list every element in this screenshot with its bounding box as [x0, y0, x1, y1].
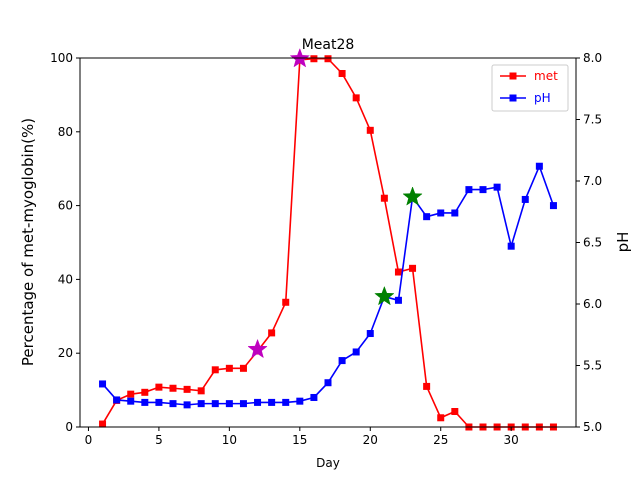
y-left-tick-label: 80: [58, 125, 73, 139]
data-point-ph: [155, 398, 163, 406]
data-point-met: [423, 382, 431, 390]
x-tick-label: 20: [363, 433, 378, 447]
data-point-ph: [465, 186, 473, 194]
x-tick-label: 10: [222, 433, 237, 447]
data-point-met: [99, 420, 107, 428]
x-tick-label: 25: [433, 433, 448, 447]
y-left-tick-label: 100: [50, 51, 73, 65]
data-point-ph: [493, 183, 501, 191]
data-point-ph: [451, 209, 459, 217]
x-tick-label: 15: [292, 433, 307, 447]
data-point-met: [268, 329, 276, 337]
data-point-met: [155, 383, 163, 391]
y-left-tick-label: 40: [58, 272, 73, 286]
legend-label: pH: [534, 91, 551, 105]
y-left-tick-label: 0: [65, 420, 73, 434]
data-point-ph: [394, 296, 402, 304]
data-point-ph: [282, 398, 290, 406]
data-point-met: [437, 414, 445, 422]
data-point-ph: [268, 398, 276, 406]
data-point-met: [451, 408, 459, 416]
data-point-met: [141, 388, 149, 396]
data-point-ph: [437, 209, 445, 217]
data-point-ph: [211, 400, 219, 408]
data-point-met: [183, 385, 191, 393]
data-point-ph: [479, 186, 487, 194]
data-point-met: [352, 94, 360, 102]
chart-title: Meat28: [302, 37, 355, 53]
data-point-ph: [183, 401, 191, 409]
y-right-tick-label: 6.0: [583, 297, 602, 311]
data-point-met: [211, 366, 219, 374]
data-point-ph: [99, 380, 107, 388]
data-point-met: [380, 194, 388, 202]
data-point-met: [324, 55, 332, 63]
x-tick-label: 30: [504, 433, 519, 447]
data-point-ph: [535, 162, 543, 170]
data-point-met: [409, 264, 417, 272]
data-point-ph: [521, 195, 529, 203]
y-right-tick-label: 6.5: [583, 236, 602, 250]
legend-label: met: [534, 69, 558, 83]
data-point-met: [282, 298, 290, 306]
star-marker: [402, 186, 423, 206]
axes-layer: 0 5 10 15 20 25 30 0 20 40 60 80 100 5.0 5.5 6.0 6.5 7.0 7…: [50, 51, 602, 447]
data-point-ph: [352, 348, 360, 356]
data-point-met: [239, 364, 247, 372]
data-point-ph: [549, 202, 557, 210]
data-point-ph: [127, 397, 135, 405]
data-point-met: [394, 268, 402, 276]
x-tick-label: 5: [155, 433, 163, 447]
legend-marker: [509, 72, 517, 80]
legend-item-ph: pH: [500, 91, 551, 105]
y-axis-right-label: pH: [614, 232, 632, 253]
data-point-ph: [296, 397, 304, 405]
legend-item-met: met: [500, 69, 558, 83]
data-point-ph: [225, 400, 233, 408]
data-point-met: [225, 364, 233, 372]
y-left-tick-label: 20: [58, 346, 73, 360]
y-right-tick-label: 7.5: [583, 113, 602, 127]
data-point-ph: [338, 357, 346, 365]
data-point-met: [338, 69, 346, 77]
data-point-met: [310, 55, 318, 63]
legend-marker: [509, 94, 517, 102]
data-point-ph: [141, 398, 149, 406]
data-point-ph: [239, 400, 247, 408]
data-point-ph: [423, 213, 431, 221]
data-point-met: [366, 126, 374, 134]
star-marker: [247, 338, 268, 359]
x-axis-label: Day: [316, 456, 340, 470]
y-axis-left-label: Percentage of met-myoglobin(%): [19, 118, 37, 366]
data-point-ph: [310, 393, 318, 401]
x-tick-label: 0: [85, 433, 93, 447]
data-point-ph: [254, 398, 262, 406]
data-point-ph: [197, 400, 205, 408]
y-right-tick-label: 5.5: [583, 359, 602, 373]
y-right-tick-label: 5.0: [583, 420, 602, 434]
data-point-ph: [366, 330, 374, 338]
data-point-met: [127, 390, 135, 398]
y-left-tick-label: 60: [58, 199, 73, 213]
data-point-met: [169, 384, 177, 392]
y-right-tick-label: 8.0: [583, 51, 602, 65]
data-point-ph: [169, 400, 177, 408]
legend: met pH: [491, 64, 569, 112]
y-right-tick-label: 7.0: [583, 174, 602, 188]
data-point-ph: [324, 379, 332, 387]
star-marker: [374, 285, 395, 306]
data-point-ph: [113, 396, 121, 404]
data-point-ph: [507, 242, 515, 250]
data-point-met: [197, 387, 205, 395]
